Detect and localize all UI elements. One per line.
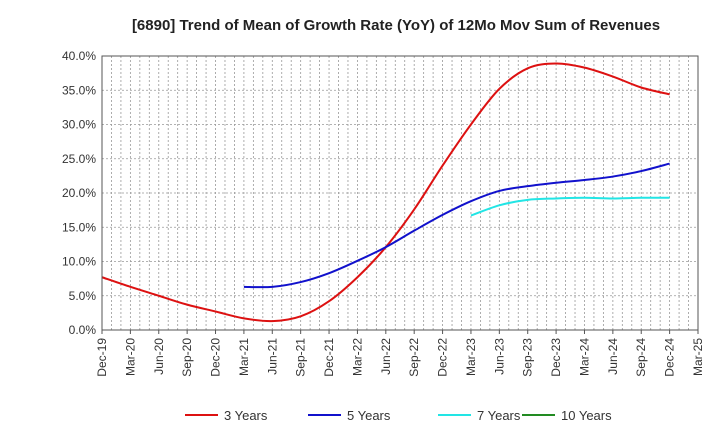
plot-frame (101, 55, 699, 331)
series-lines (101, 62, 670, 323)
x-tick-label: Jun-24 (606, 338, 620, 375)
x-tick-label: Mar-21 (237, 338, 251, 376)
y-tick-label: 0.0% (69, 323, 97, 337)
grid (101, 55, 699, 331)
x-tick-label: Jun-22 (379, 338, 393, 375)
y-tick-label: 25.0% (62, 152, 96, 166)
x-tick-label: Dec-23 (549, 338, 563, 377)
series-line-5-years (243, 162, 670, 289)
series-line-7-years (470, 196, 670, 217)
y-tick-label: 20.0% (62, 186, 96, 200)
x-tick-label: Mar-24 (577, 338, 591, 376)
legend-label: 3 Years (224, 408, 268, 423)
x-tick-label: Dec-19 (95, 338, 109, 377)
y-tick-label: 10.0% (62, 255, 96, 269)
x-tick-label: Sep-22 (407, 338, 421, 377)
x-axis-ticks: Dec-19 Mar-20 Jun-20 Sep-20 Dec-20 Mar-21 Jun-… (95, 330, 705, 377)
chart-title: [6890] Trend of Mean of Growth Rate (YoY… (132, 17, 660, 34)
y-tick-label: 30.0% (62, 118, 96, 132)
x-tick-label: Mar-25 (691, 338, 705, 376)
legend-label: 7 Years (477, 408, 521, 423)
x-tick-label: Dec-22 (436, 338, 450, 377)
x-tick-label: Sep-21 (294, 338, 308, 377)
x-tick-label: Mar-20 (123, 338, 137, 376)
x-tick-label: Sep-24 (634, 338, 648, 377)
y-axis-ticks: 0.0% 5.0% 10.0% 15.0% 20.0% 25.0% 30.0% 35.0% 40… (62, 49, 96, 337)
x-tick-label: Dec-24 (663, 338, 677, 377)
x-tick-label: Dec-20 (209, 338, 223, 377)
x-tick-label: Dec-21 (322, 338, 336, 377)
y-tick-label: 35.0% (62, 83, 96, 97)
y-tick-label: 40.0% (62, 49, 96, 63)
y-tick-label: 15.0% (62, 220, 96, 234)
x-tick-label: Sep-23 (521, 338, 535, 377)
legend: 3 Years 5 Years 7 Years 10 Years (185, 408, 612, 423)
y-tick-label: 5.0% (69, 289, 97, 303)
x-tick-label: Sep-20 (180, 338, 194, 377)
legend-label: 10 Years (561, 408, 612, 423)
x-tick-label: Mar-22 (350, 338, 364, 376)
x-tick-label: Jun-23 (492, 338, 506, 375)
x-tick-label: Mar-23 (464, 338, 478, 376)
x-tick-label: Jun-21 (265, 338, 279, 375)
x-tick-label: Jun-20 (152, 338, 166, 375)
legend-label: 5 Years (347, 408, 391, 423)
